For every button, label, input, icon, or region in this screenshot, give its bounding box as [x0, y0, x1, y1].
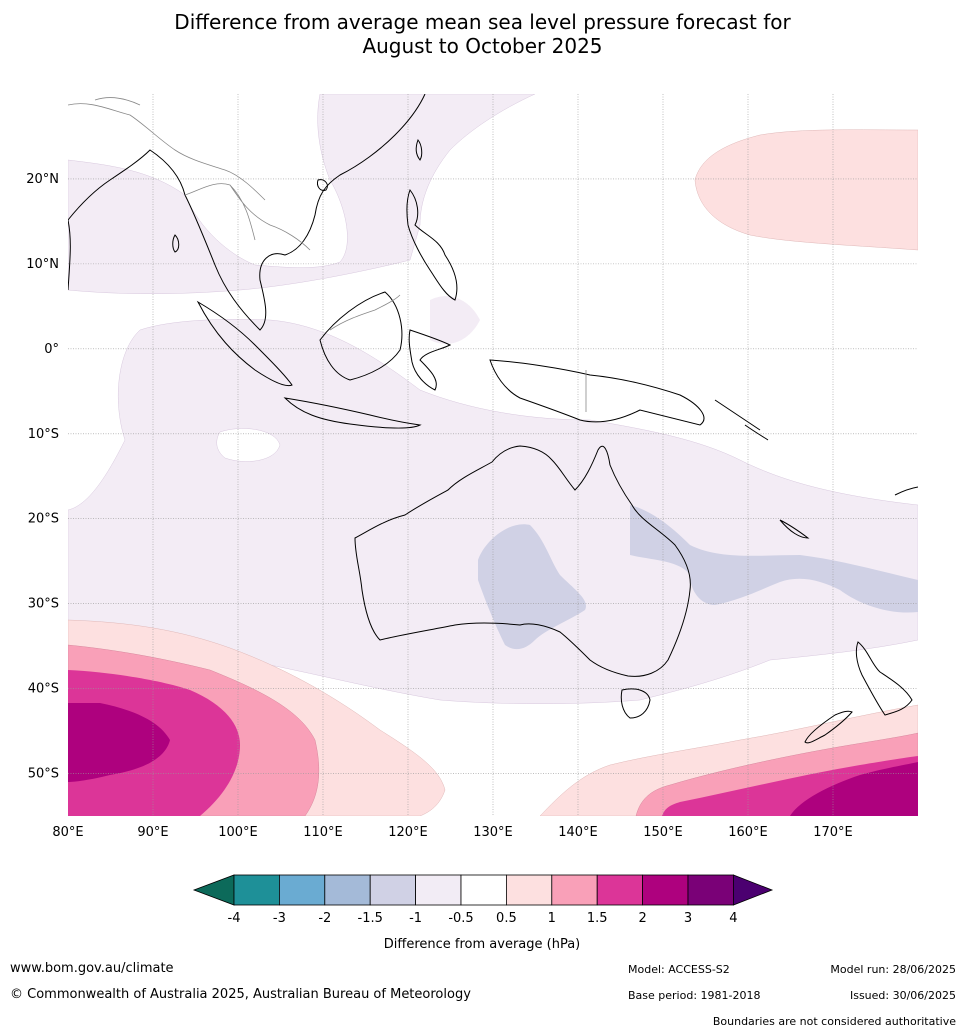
colorbar-tick-label: -3 — [273, 911, 286, 926]
borneo-coast — [319, 291, 403, 381]
footer-model-run: Model run: 28/06/2025 — [830, 963, 956, 976]
borders-mainland-asia — [68, 97, 311, 251]
new-guinea-coast — [489, 359, 705, 426]
taiwan-coast — [415, 138, 423, 161]
footer-url: www.bom.gov.au/climate — [10, 961, 174, 976]
footer-base-period: Base period: 1981-2018 — [628, 989, 761, 1002]
colorbar-tick-label: 1.5 — [587, 911, 608, 926]
colorbar-swatch — [460, 874, 507, 906]
latitude-label: 10°S — [28, 427, 59, 442]
colorbar-swatch — [324, 874, 371, 906]
asia-mainland-coast — [68, 94, 426, 331]
new-zealand-south — [804, 710, 853, 744]
latitude-label: 0° — [44, 342, 59, 357]
new-caledonia — [779, 519, 810, 539]
colorbar: -4 -3 -2 -1.5 -1 -0.5 0.5 1 1.5 2 3 4 — [192, 874, 774, 926]
philippines-coast — [406, 188, 458, 301]
colorbar-swatch — [233, 874, 280, 906]
tasmania-coast — [620, 688, 651, 719]
longitude-label: 100°E — [218, 825, 258, 840]
longitude-labels: 80°E 90°E 100°E 110°E 120°E 130°E 140°E 150°E 16… — [52, 825, 852, 840]
colorbar-tick-label: 2 — [638, 911, 646, 926]
colorbar-swatch — [642, 874, 689, 906]
new-zealand-north — [855, 641, 913, 716]
fiji — [894, 486, 918, 496]
anomaly-region-pos05-ne — [694, 129, 918, 251]
colorbar-label: Difference from average (hPa) — [384, 937, 581, 952]
title-line-2: August to October 2025 — [362, 34, 603, 58]
colorbar-tick-label: -4 — [228, 911, 241, 926]
title-line-1: Difference from average mean sea level p… — [174, 10, 791, 34]
colorbar-swatch — [551, 874, 598, 906]
longitude-label: 140°E — [558, 825, 598, 840]
latitude-label: 40°S — [28, 682, 59, 697]
australia-coast — [354, 445, 691, 677]
colorbar-tick-label: -1 — [409, 911, 422, 926]
anomaly-region-neg1-east — [630, 505, 918, 613]
footer-issued: Issued: 30/06/2025 — [849, 989, 956, 1002]
footer-disclaimer: Boundaries are not considered authoritat… — [712, 1015, 956, 1028]
colorbar-swatch — [687, 874, 734, 906]
java-coast — [283, 397, 422, 429]
latitude-label: 10°N — [26, 257, 59, 272]
colorbar-extend-high — [733, 874, 774, 906]
longitude-label: 170°E — [813, 825, 853, 840]
footer-model: Model: ACCESS-S2 — [628, 963, 730, 976]
white-hole — [216, 428, 281, 462]
india-coast — [68, 219, 71, 291]
latitude-label: 50°S — [28, 767, 59, 782]
sri-lanka-coast — [172, 234, 180, 253]
longitude-label: 110°E — [303, 825, 343, 840]
anomaly-region-neg05-north — [68, 94, 536, 294]
latitude-label: 20°N — [26, 172, 59, 187]
colorbar-tick-label: -2 — [318, 911, 331, 926]
sulawesi-coast — [408, 329, 452, 391]
anomaly-region-neg1-west — [478, 524, 586, 650]
hainan-coast — [317, 179, 328, 191]
graticule — [68, 94, 918, 816]
colorbar-swatch — [369, 874, 417, 906]
coastlines — [68, 94, 918, 744]
latitude-label: 30°S — [28, 597, 59, 612]
colorbar-tick-label: 4 — [729, 911, 737, 926]
longitude-label: 120°E — [388, 825, 428, 840]
country-borders — [68, 97, 587, 412]
latitude-labels: 20°N 10°N 0° 10°S 20°S 30°S 40°S 50°S — [26, 172, 59, 782]
anomaly-region-pos2-sw — [68, 703, 170, 782]
longitude-label: 80°E — [52, 825, 83, 840]
longitude-label: 90°E — [137, 825, 168, 840]
longitude-label: 150°E — [643, 825, 683, 840]
colorbar-tick-label: 0.5 — [496, 911, 517, 926]
longitude-label: 130°E — [473, 825, 513, 840]
longitude-label: 160°E — [728, 825, 768, 840]
anomaly-region-pos2-se — [790, 762, 918, 816]
colorbar-swatch — [505, 874, 553, 906]
anomaly-region-neg05-mid — [430, 296, 480, 344]
colorbar-swatch — [415, 874, 462, 906]
colorbar-tick-label: -0.5 — [448, 911, 473, 926]
solomon-islands — [714, 399, 769, 441]
colorbar-swatch — [596, 874, 644, 906]
borders-borneo — [329, 294, 401, 331]
colorbar-tick-label: 3 — [684, 911, 692, 926]
colorbar-extend-low — [192, 874, 235, 906]
map-title: Difference from average mean sea level p… — [0, 10, 965, 58]
footer-copyright: © Commonwealth of Australia 2025, Austra… — [10, 987, 471, 1002]
sumatra-coast — [196, 300, 293, 387]
colorbar-tick-label: -1.5 — [358, 911, 383, 926]
colorbar-swatch — [278, 874, 326, 906]
colorbar-tick-label: 1 — [548, 911, 556, 926]
latitude-label: 20°S — [28, 512, 59, 527]
